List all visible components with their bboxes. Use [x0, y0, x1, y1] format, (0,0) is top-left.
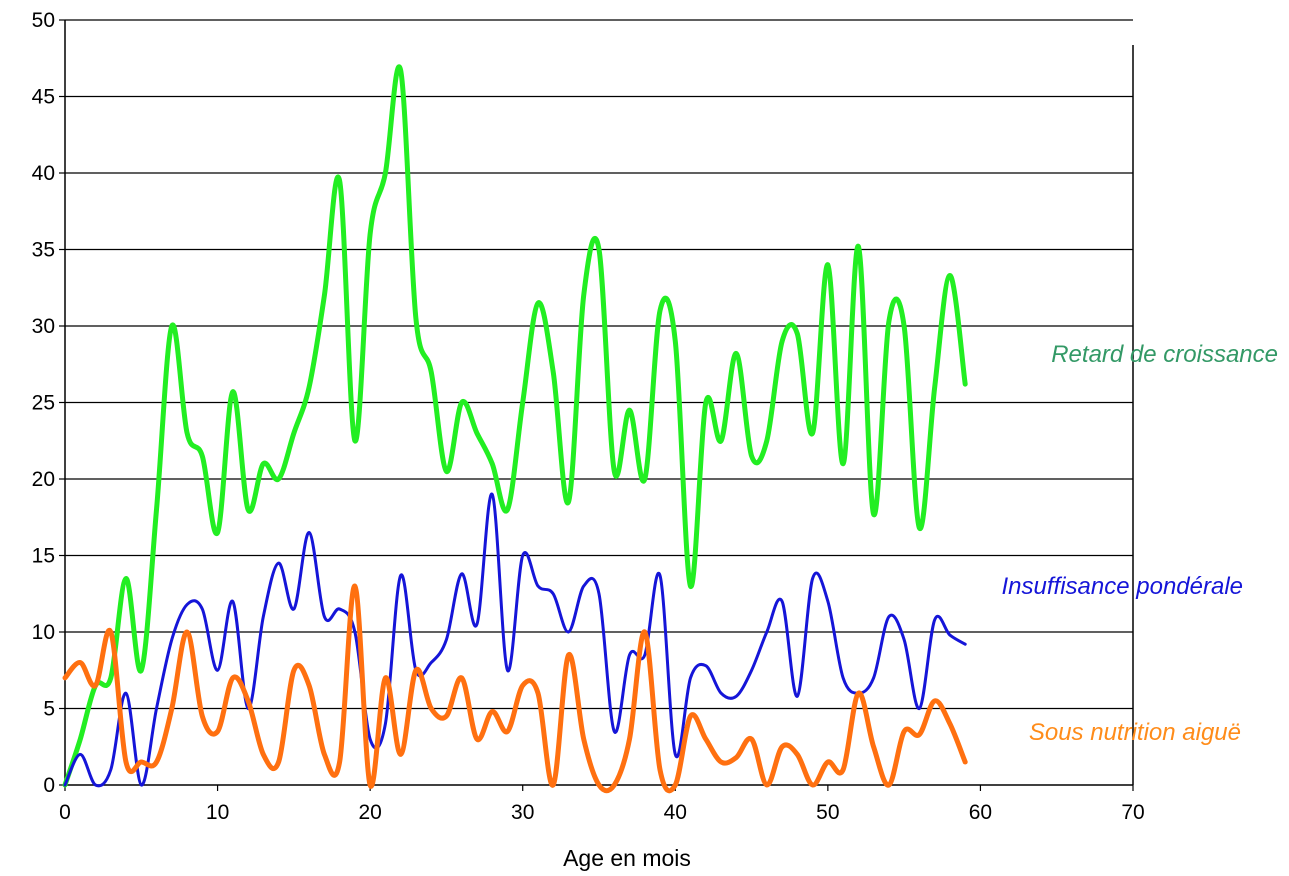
- x-tick-label-60: 60: [969, 801, 992, 824]
- y-tick-label-20: 20: [32, 468, 55, 491]
- series-label-sous-nutrition-aigue: Sous nutrition aiguë: [1029, 719, 1241, 746]
- series-line-sous-nutrition-aigue: [62, 583, 968, 794]
- x-tick-label-70: 70: [1121, 801, 1144, 824]
- x-axis-title: Age en mois: [563, 845, 691, 871]
- x-tick-label-10: 10: [206, 801, 229, 824]
- y-tick-label-0: 0: [43, 774, 55, 797]
- series-line-insuffisance-ponderale: [63, 492, 967, 788]
- y-tick-label-10: 10: [32, 621, 55, 644]
- y-tick-label-5: 5: [43, 698, 55, 721]
- series-label-insuffisance-ponderale: Insuffisance pondérale: [1002, 573, 1244, 600]
- series-lines: [62, 64, 968, 794]
- y-tick-label-50: 50: [32, 9, 55, 32]
- y-tick-label-30: 30: [32, 315, 55, 338]
- series-label-retard-de-croissance: Retard de croissance: [1051, 341, 1278, 368]
- x-tick-label-0: 0: [59, 801, 71, 824]
- series-line-retard-de-croissance: [62, 64, 968, 788]
- x-tick-label-40: 40: [664, 801, 687, 824]
- y-tick-label-45: 45: [32, 86, 55, 109]
- x-tick-labels: 0 10 20 30 40 50 60 70: [59, 801, 1145, 824]
- y-tick-label-35: 35: [32, 239, 55, 262]
- x-tick-label-50: 50: [816, 801, 839, 824]
- x-tick-label-30: 30: [511, 801, 534, 824]
- y-tick-label-25: 25: [32, 392, 55, 415]
- y-tick-label-40: 40: [32, 162, 55, 185]
- series-labels: Retard de croissance Insuffisance pondéra…: [1002, 341, 1279, 746]
- x-tick-label-20: 20: [358, 801, 381, 824]
- axes: [59, 19, 1134, 791]
- y-tick-labels: 0 5 10 15 20 25 30 35 40 45 50: [32, 9, 55, 797]
- y-tick-label-15: 15: [32, 545, 55, 568]
- gridlines: [65, 19, 1133, 710]
